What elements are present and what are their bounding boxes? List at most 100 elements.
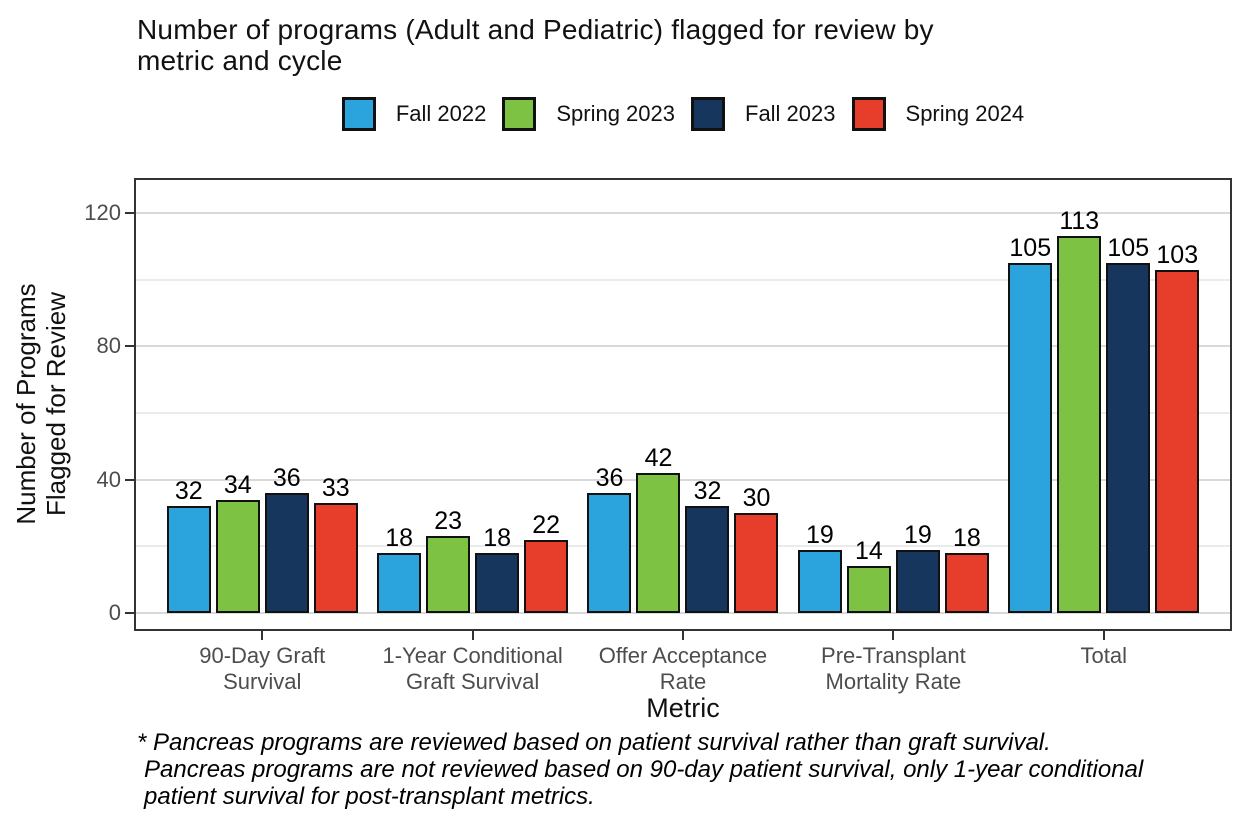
bar-value-label: 36 — [272, 464, 301, 492]
bar-cell: 105 — [1106, 234, 1151, 613]
bar-cell: 32 — [166, 477, 211, 613]
x-tick-label: Pre-Transplant Mortality Rate — [821, 643, 966, 694]
legend-swatch-0 — [341, 97, 376, 131]
bar-value-label: 18 — [385, 524, 414, 552]
bar-value-label: 18 — [952, 524, 981, 552]
legend-item: Fall 2023 — [691, 97, 836, 131]
bar — [1008, 263, 1053, 613]
legend-item: Spring 2024 — [851, 97, 1025, 131]
bar-value-label: 30 — [742, 484, 771, 512]
bar — [1057, 236, 1102, 613]
bar-cell: 42 — [636, 444, 681, 613]
legend-swatch-1 — [502, 97, 537, 131]
bar — [215, 500, 260, 613]
bar-value-label: 113 — [1059, 207, 1100, 235]
chart-title-line-2: metric and cycle — [137, 45, 343, 76]
x-tick-mark — [261, 631, 264, 640]
footnote-line-3: patient survival for post-transplant met… — [144, 783, 595, 810]
bar-value-label: 32 — [693, 477, 722, 505]
bar-cell: 14 — [846, 537, 891, 613]
legend-swatch-2 — [691, 97, 725, 131]
bar-cell: 103 — [1155, 241, 1200, 613]
legend-swatch-3 — [851, 97, 886, 131]
x-tick-label: Offer Acceptance Rate — [598, 643, 768, 694]
bar-value-label: 19 — [903, 521, 932, 549]
bar-group: 32 34 36 33 — [157, 465, 367, 613]
bar — [685, 506, 730, 613]
bar — [587, 493, 632, 613]
bar — [377, 553, 422, 613]
x-tick-mark — [892, 631, 895, 640]
bar-cell: 19 — [895, 521, 940, 613]
bar-cell: 18 — [944, 524, 989, 613]
bar-cell: 19 — [797, 521, 842, 613]
bar — [734, 513, 779, 613]
x-tick-mark — [682, 631, 684, 640]
bar — [1106, 263, 1151, 613]
chart-title: Number of programs (Adult and Pediatric)… — [137, 14, 934, 76]
bar-cell: 22 — [524, 511, 569, 613]
bar-cell: 33 — [313, 474, 358, 613]
bar — [1155, 270, 1200, 613]
footnote-line-1: * Pancreas programs are reviewed based o… — [137, 729, 1051, 756]
y-tick-mark — [125, 345, 134, 348]
x-axis-title: Metric — [646, 693, 720, 723]
y-tick-mark — [125, 612, 134, 614]
bar-value-label: 32 — [174, 477, 203, 505]
bar-cell: 113 — [1057, 207, 1102, 613]
y-tick-mark — [125, 478, 134, 481]
bar-value-label: 14 — [854, 537, 883, 565]
bar-value-label: 36 — [595, 464, 624, 492]
bar-group: 19 14 19 18 — [788, 522, 998, 613]
y-tick-label: 120 — [84, 200, 121, 225]
footnote-line-2: Pancreas programs are not reviewed based… — [144, 756, 1144, 783]
legend: Fall 2022 Spring 2023 Fall 2023 Spring 2024 — [134, 97, 1232, 131]
legend-item: Spring 2023 — [502, 97, 675, 131]
legend-item: Fall 2022 — [341, 97, 486, 131]
bar-cell: 30 — [734, 484, 779, 613]
bar-cell: 23 — [426, 507, 471, 613]
y-tick-label: 80 — [96, 333, 121, 359]
bar-cell: 32 — [685, 477, 730, 613]
bar-value-label: 34 — [223, 471, 252, 499]
bar-group: 105 113 105 103 — [999, 208, 1209, 613]
legend-label: Spring 2023 — [556, 101, 675, 126]
bar — [895, 550, 940, 613]
x-tick-label: 90-Day Graft Survival — [199, 643, 326, 694]
y-tick-label: 40 — [96, 466, 121, 492]
bar — [846, 566, 891, 613]
bar-value-label: 18 — [483, 524, 512, 552]
x-tick-mark — [1102, 631, 1105, 640]
bar — [426, 536, 471, 613]
bar-cell: 105 — [1008, 234, 1053, 613]
bar-value-label: 23 — [434, 507, 463, 535]
x-tick-label: 1-Year Conditional Graft Survival — [382, 643, 563, 694]
y-tick-label: 0 — [108, 600, 121, 625]
bar-value-label: 19 — [805, 521, 834, 549]
bar-value-label: 105 — [1009, 234, 1052, 262]
y-tick-mark — [125, 212, 134, 214]
bar-cell: 36 — [587, 464, 632, 613]
bar-value-label: 105 — [1107, 234, 1150, 262]
legend-label: Spring 2024 — [905, 101, 1025, 126]
bar-cell: 36 — [264, 464, 309, 613]
plot-area: 32 34 36 33 18 23 18 22 36 42 32 30 19 14 19 18 105 113 10… — [134, 178, 1232, 631]
bar-value-label: 42 — [644, 444, 673, 472]
bar-group: 36 42 32 30 — [578, 445, 788, 613]
bar — [524, 540, 569, 613]
bar-value-label: 33 — [321, 474, 350, 502]
bar-value-label: 103 — [1156, 241, 1199, 269]
bar-group: 18 23 18 22 — [367, 508, 577, 613]
bar — [166, 506, 211, 613]
bar-cell: 18 — [377, 524, 422, 613]
chart-title-line-1: Number of programs (Adult and Pediatric)… — [137, 14, 934, 45]
bar — [944, 553, 989, 613]
bar — [264, 493, 309, 613]
bar — [475, 553, 520, 613]
bar-value-label: 22 — [532, 511, 561, 539]
x-tick-mark — [471, 631, 474, 640]
bar — [636, 473, 681, 613]
bar-cell: 34 — [215, 471, 260, 613]
footnote: * Pancreas programs are reviewed based o… — [137, 729, 1248, 810]
